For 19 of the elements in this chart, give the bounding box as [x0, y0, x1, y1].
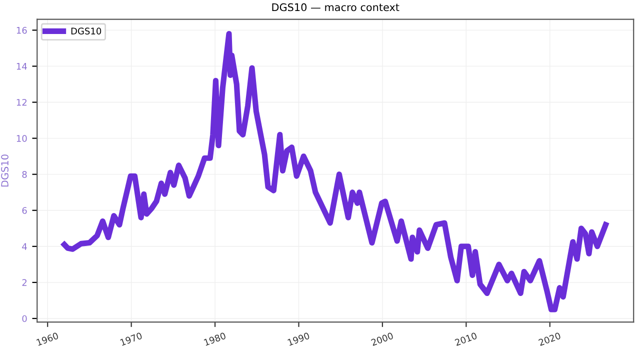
x-tick-label: 2000	[370, 332, 394, 346]
y-tick-label: 6	[22, 207, 27, 214]
y-tick-label: 8	[22, 171, 27, 178]
x-tick-label: 1980	[204, 332, 226, 346]
y-tick-label: 10	[16, 135, 27, 142]
y-axis-title: DGS10	[1, 154, 8, 187]
y-tick-label: 14	[16, 63, 27, 70]
x-tick-label: 1990	[287, 332, 310, 346]
y-tick-label: 12	[16, 98, 26, 106]
x-tick-label: 2020	[538, 332, 561, 346]
y-tick-label: 4	[22, 243, 27, 250]
chart-title: DGS10 — macro context	[272, 3, 400, 12]
x-tick-label: 2010	[454, 332, 478, 346]
y-tick-label: 16	[16, 26, 27, 34]
y-tick-label: 0	[22, 315, 27, 322]
x-tick-label: 1960	[36, 332, 59, 346]
x-tick-label: 1970	[120, 332, 142, 346]
y-tick-label: 2	[22, 279, 26, 286]
legend-label: DGS10	[71, 28, 102, 34]
